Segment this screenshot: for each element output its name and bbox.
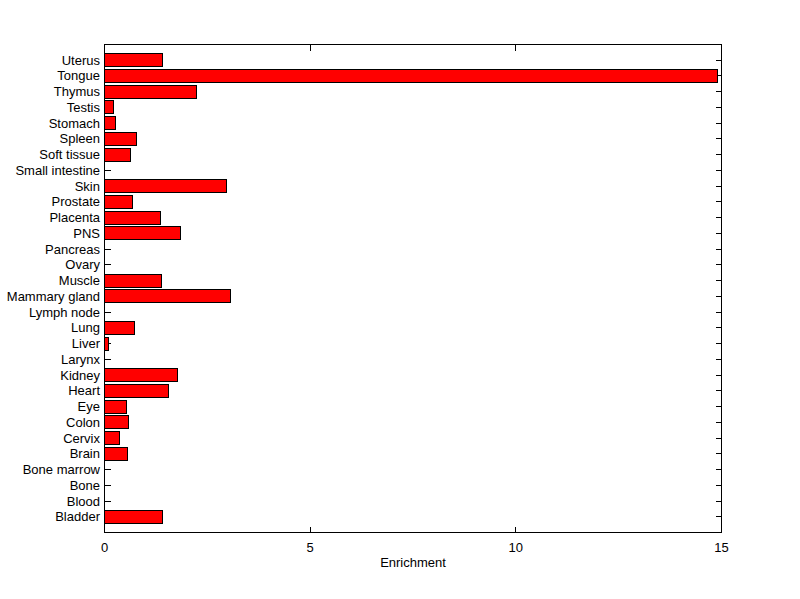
bar-spleen	[105, 132, 137, 145]
y-tick-label: Small intestine	[15, 163, 100, 178]
bar-testis	[105, 101, 114, 114]
y-tick-label: Spleen	[60, 131, 100, 146]
bar-brain	[105, 447, 128, 460]
bar-uterus	[105, 54, 163, 67]
bar-kidney	[105, 369, 178, 382]
y-tick-label: Ovary	[65, 257, 100, 272]
y-tick-label: Cervix	[63, 431, 100, 446]
bar-stomach	[105, 117, 116, 130]
y-tick-label: Bone	[70, 478, 100, 493]
y-tick-label: Uterus	[62, 53, 101, 68]
figure: 0 5 10 15 UterusTongueThymusTestisStomachSpl…	[0, 0, 800, 599]
bar-thymus	[105, 85, 197, 98]
enrichment-bar-chart: 0 5 10 15 UterusTongueThymusTestisStomachSpl…	[0, 0, 800, 599]
bar-tongue	[105, 69, 718, 82]
y-tick-label: Mammary gland	[7, 289, 100, 304]
bar-pns	[105, 227, 181, 240]
y-tick-label: Lymph node	[29, 305, 100, 320]
plot-border	[105, 45, 722, 533]
bar-eye	[105, 400, 127, 413]
bar-heart	[105, 384, 169, 397]
bar-bladder	[105, 510, 163, 523]
y-tick-label: Lung	[71, 320, 100, 335]
y-tick-label: Colon	[66, 415, 100, 430]
y-tick-label: Eye	[78, 399, 100, 414]
y-tick-label: Blood	[67, 494, 100, 509]
y-tick-label: Liver	[72, 336, 101, 351]
x-tick-label: 15	[714, 540, 728, 555]
bar-placenta	[105, 211, 161, 224]
bar-lung	[105, 321, 135, 334]
y-tick-label: Thymus	[54, 84, 101, 99]
y-tick-label: Prostate	[52, 194, 100, 209]
y-tick-label: Placenta	[49, 210, 100, 225]
bar-liver	[105, 337, 109, 350]
x-axis-title: Enrichment	[380, 555, 446, 570]
y-tick-label: Skin	[75, 179, 100, 194]
y-tick-label: Stomach	[49, 116, 100, 131]
bar-muscle	[105, 274, 162, 287]
y-tick-label: Tongue	[57, 68, 100, 83]
y-tick-label: Pancreas	[45, 242, 100, 257]
y-tick-label: Testis	[67, 100, 101, 115]
x-tick-label: 10	[509, 540, 523, 555]
y-tick-label: Bladder	[55, 509, 100, 524]
y-tick-label: Brain	[70, 446, 100, 461]
y-tick-label: PNS	[73, 226, 100, 241]
x-tick-label: 5	[307, 540, 314, 555]
y-tick-label: Larynx	[61, 352, 101, 367]
y-tick-label: Heart	[68, 383, 100, 398]
bar-mammary-gland	[105, 290, 231, 303]
bar-skin	[105, 180, 227, 193]
tick-marks-layer	[105, 45, 722, 533]
y-tick-label: Soft tissue	[39, 147, 100, 162]
bar-cervix	[105, 432, 120, 445]
y-tick-label: Bone marrow	[23, 462, 101, 477]
bar-prostate	[105, 195, 133, 208]
bar-colon	[105, 416, 129, 429]
bar-soft-tissue	[105, 148, 131, 161]
y-tick-label: Kidney	[60, 368, 100, 383]
y-tick-label: Muscle	[59, 273, 100, 288]
bars-layer	[105, 54, 718, 524]
x-tick-label: 0	[101, 540, 108, 555]
